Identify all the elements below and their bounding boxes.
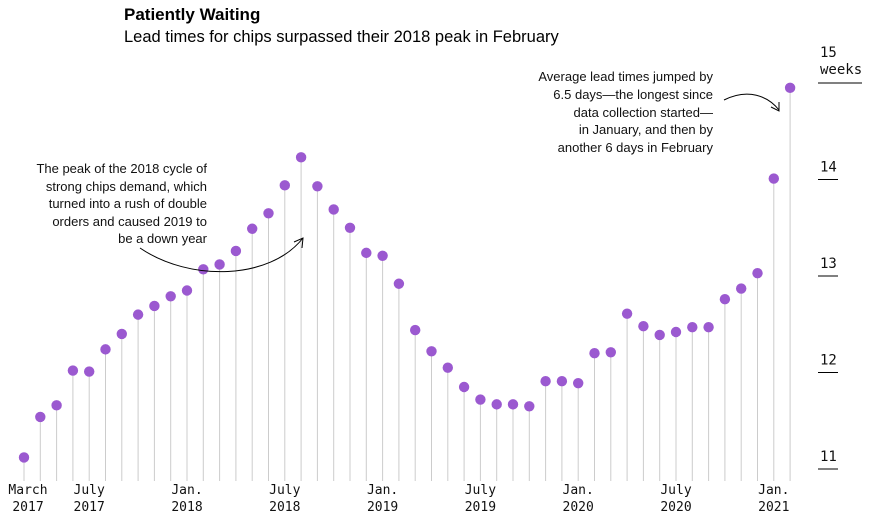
data-point-2019-01	[377, 250, 388, 261]
annotation-2018-peak: The peak of the 2018 cycle of strong chi…	[36, 161, 304, 273]
data-point-2019-08	[491, 399, 502, 410]
x-tick-label-2018-07-month: July	[269, 483, 300, 498]
data-point-2019-02	[393, 278, 405, 289]
annotation-feb-2021-arrow	[723, 93, 780, 111]
x-tick-label-2020-07-month: July	[660, 483, 691, 498]
annotation-2018-peak-line-3: turned into a rush of double	[49, 196, 207, 211]
data-point-2019-06	[458, 381, 470, 393]
data-point-2019-07	[475, 394, 486, 405]
x-tick-label-2017-07-year: 2017	[74, 500, 105, 515]
data-point-2019-12	[556, 376, 568, 387]
data-point-2017-11	[149, 300, 160, 312]
data-point-2019-10	[524, 401, 535, 412]
x-tick-label-2019-07-month: July	[465, 483, 496, 498]
annotation-feb-2021-line-4: in January, and then by	[579, 122, 714, 137]
data-point-2019-11	[540, 376, 551, 387]
x-tick-label-2020-01-year: 2020	[563, 500, 594, 515]
annotation-2018-peak-line-1: The peak of the 2018 cycle of	[36, 161, 207, 176]
title-block: Patiently Waiting Lead times for chips s…	[124, 4, 559, 48]
data-point-2017-04	[35, 411, 46, 423]
x-tick-label-2017-07-month: July	[74, 483, 105, 498]
data-point-2018-12	[361, 247, 372, 259]
data-point-2017-07	[84, 366, 95, 377]
x-tick-label-2018-07-year: 2018	[269, 500, 300, 515]
data-point-2020-08	[687, 321, 698, 333]
data-point-2018-06	[263, 208, 274, 219]
data-point-2017-03	[18, 452, 30, 463]
data-point-2020-12	[752, 267, 763, 279]
data-point-2020-06	[654, 329, 665, 341]
x-tick-label-2020-07-year: 2020	[660, 500, 691, 515]
x-axis-ticks: March 2017 July 2017 Jan. 2018 July 2018 Jan. 201…	[8, 483, 789, 515]
data-point-2019-09	[507, 399, 519, 410]
data-point-2021-01	[768, 173, 779, 184]
data-point-2018-03	[214, 259, 225, 270]
data-point-2020-09	[703, 321, 714, 333]
data-point-2020-03	[605, 347, 616, 358]
data-point-2018-05	[247, 223, 258, 234]
x-tick-label-2021-01-month: Jan.	[758, 483, 789, 498]
annotation-2018-peak-line-4: orders and caused 2019 to	[52, 214, 207, 229]
y-tick-label-14: 14	[820, 160, 837, 176]
annotation-2018-peak-arrowhead	[293, 237, 304, 249]
dots-layer	[18, 82, 796, 463]
y-unit-label: weeks	[820, 62, 862, 78]
data-point-2017-09	[116, 328, 128, 340]
data-point-2017-08	[100, 344, 111, 355]
annotation-feb-2021-line-2: 6.5 days—the longest since	[553, 87, 713, 102]
data-point-2020-02	[589, 348, 600, 359]
data-point-2020-05	[638, 321, 649, 332]
y-tick-label-13: 13	[820, 256, 837, 272]
data-point-2020-01	[573, 377, 584, 389]
data-point-2017-05	[51, 400, 62, 411]
y-tick-label-15: 15	[820, 45, 837, 61]
data-point-2018-11	[344, 222, 356, 233]
annotation-2018-peak-arrow	[139, 237, 304, 273]
data-point-2018-02	[198, 264, 209, 275]
data-point-2018-07	[279, 180, 290, 191]
x-tick-label-2018-01-month: Jan.	[171, 483, 202, 498]
data-point-2018-04	[230, 245, 242, 257]
x-tick-label-2019-07-year: 2019	[465, 500, 496, 515]
y-tick-label-12: 12	[820, 353, 837, 369]
data-point-2018-01	[181, 285, 193, 296]
chart-title: Patiently Waiting	[124, 5, 261, 24]
x-tick-label-2019-01-year: 2019	[367, 500, 398, 515]
chart-subtitle: Lead times for chips surpassed their 201…	[124, 28, 559, 46]
data-point-2017-06	[67, 365, 79, 376]
data-point-2018-09	[312, 181, 323, 192]
data-point-2018-08	[295, 152, 307, 163]
data-point-2021-02	[784, 82, 796, 94]
data-point-2020-04	[621, 308, 633, 319]
x-tick-label-2019-01-month: Jan.	[367, 483, 398, 498]
annotation-2018-peak-line-5: be a down year	[118, 231, 208, 246]
x-tick-label-2018-01-year: 2018	[171, 500, 202, 515]
x-tick-label-2017-03-year: 2017	[12, 500, 43, 515]
x-tick-label-2017-03-month: March	[8, 483, 47, 498]
annotation-feb-2021: Average lead times jumped by 6.5 days—th…	[538, 69, 780, 155]
data-point-2017-10	[132, 309, 144, 320]
annotation-feb-2021-line-1: Average lead times jumped by	[538, 69, 713, 84]
annotation-feb-2021-arrowhead	[770, 102, 780, 112]
data-point-2019-03	[410, 324, 421, 336]
data-point-2020-10	[719, 293, 731, 305]
annotation-feb-2021-line-5: another 6 days in February	[558, 140, 714, 155]
data-point-2017-12	[165, 291, 176, 302]
annotation-2018-peak-line-2: strong chips demand, which	[46, 179, 207, 194]
x-tick-label-2020-01-month: Jan.	[563, 483, 594, 498]
data-point-2018-10	[328, 204, 339, 215]
data-point-2019-05	[442, 362, 453, 373]
stems-layer	[23, 87, 791, 481]
y-tick-label-11: 11	[820, 449, 837, 465]
annotation-feb-2021-line-3: data collection started—	[574, 105, 713, 120]
data-point-2020-11	[736, 283, 747, 294]
x-tick-label-2021-01-year: 2021	[758, 500, 789, 515]
data-point-2019-04	[426, 346, 437, 357]
data-point-2020-07	[670, 326, 682, 338]
